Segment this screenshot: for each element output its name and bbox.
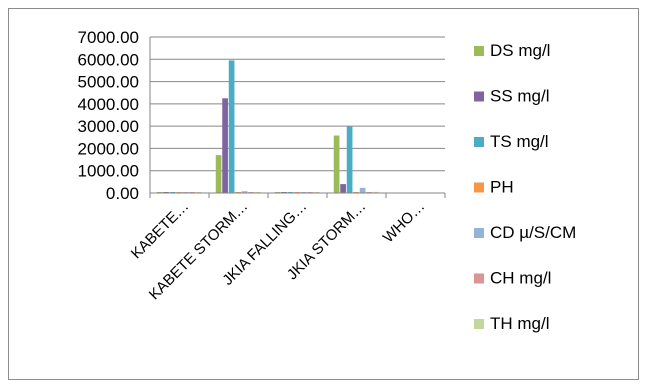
legend-label: SS mg/l	[490, 87, 550, 106]
y-tick-label: 0.00	[106, 184, 139, 203]
legend-label: CH mg/l	[490, 269, 551, 288]
x-tick-label: WHO…	[380, 198, 429, 247]
x-tick-label: KABETE…	[128, 198, 192, 262]
bar	[215, 155, 222, 193]
legend-swatch	[474, 182, 484, 193]
bar	[346, 126, 353, 193]
y-tick-label: 5000.00	[78, 73, 139, 92]
legend-label: PH	[490, 178, 514, 197]
bar	[222, 98, 228, 193]
legend-swatch	[474, 228, 484, 238]
legend-swatch	[474, 46, 484, 56]
bar	[241, 191, 248, 193]
legend-label: TS mg/l	[490, 132, 549, 151]
bars	[156, 60, 379, 194]
bar	[340, 184, 346, 193]
bar	[228, 60, 235, 194]
chart-area	[8, 8, 639, 380]
x-axis-labels: KABETE…KABETE STORM…JKIA FALLING…JKIA ST…	[128, 198, 428, 304]
bar	[359, 187, 366, 193]
legend-swatch	[474, 273, 484, 284]
y-tick-label: 1000.00	[78, 162, 139, 181]
bar	[372, 191, 379, 193]
y-tick-label: 2000.00	[78, 139, 139, 158]
y-tick-label: 6000.00	[78, 50, 139, 69]
gridlines	[150, 36, 445, 172]
legend: DS mg/l SS mg/l TS mg/l PH CD µ/S/CM CH mg/l T…	[474, 41, 576, 333]
legend-label: TH mg/l	[490, 314, 550, 333]
legend-swatch	[474, 137, 484, 147]
y-tick-label: 4000.00	[78, 95, 139, 114]
y-axis-ticks: 0.00 1000.00 2000.00 3000.00 4000.00 5000.00 6…	[78, 28, 139, 203]
x-tick-label: KABETE STORM…	[146, 198, 252, 304]
y-tick-label: 7000.00	[78, 28, 139, 47]
bar	[333, 135, 340, 193]
legend-swatch	[474, 91, 484, 102]
legend-label: CD µ/S/CM	[490, 223, 576, 242]
x-axis	[149, 37, 446, 198]
legend-label: DS mg/l	[490, 41, 550, 60]
legend-swatch	[474, 319, 484, 329]
y-tick-label: 3000.00	[78, 117, 139, 136]
